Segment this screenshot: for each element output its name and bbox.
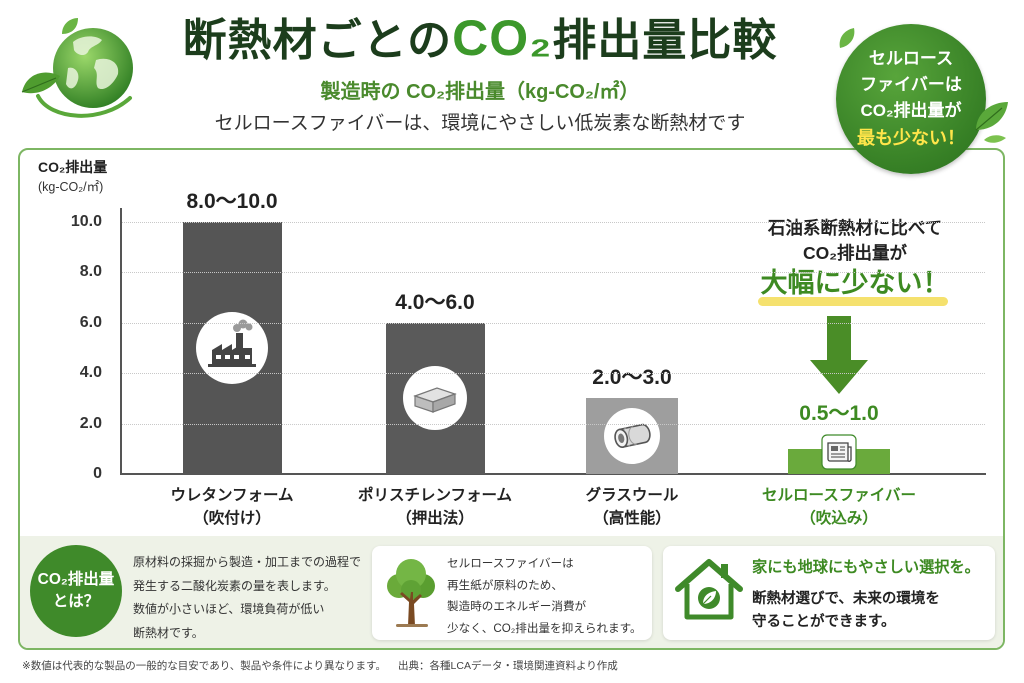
footer-note: ※数値は代表的な製品の一般的な目安であり、製品や条件により異なります。 xyxy=(22,660,387,672)
glass-wool-roll-icon xyxy=(604,408,660,465)
text-line: 製造時のエネルギー消費が xyxy=(447,600,587,613)
annotation-line: 石油系断熱材に比べて xyxy=(767,218,943,238)
category-name: グラスウール xyxy=(585,487,679,504)
factory-icon xyxy=(196,312,268,384)
value-label-urethane-foam: 8.0～10.0 xyxy=(186,190,278,213)
gridline xyxy=(122,272,985,274)
text-line: 再生紙が原料のため、 xyxy=(447,578,563,592)
y-tick-label: 10.0 xyxy=(70,213,102,230)
category-label-cellulose-fiber: セルロースファイバー （吹込み） xyxy=(739,484,939,530)
annotation-emphasis: 大幅に少ない！ xyxy=(760,268,950,298)
y-axis-line xyxy=(120,208,122,475)
text-line: 少なく、CO₂排出量を抑えられます。 xyxy=(447,621,642,635)
category-sublabel: （吹付け） xyxy=(193,510,271,527)
definition-text: 原材料の採掘から製造・加工までの過程で 発生する二酸化炭素の量を表します。 数値… xyxy=(133,551,361,645)
text-line: 発生する二酸化炭素の量を表します。 xyxy=(133,578,336,593)
annotation-highlight-stroke xyxy=(758,297,948,306)
category-name: ポリスチレンフォーム xyxy=(357,487,513,504)
definition-badge: CO₂排出量 とは？ xyxy=(30,545,122,637)
text-line: 守ることができます。 xyxy=(752,614,896,630)
gridline xyxy=(122,322,985,324)
home-heading: 家にも地球にもやさしい選択を。 xyxy=(752,559,980,576)
page-tagline: セルロースファイバーは、環境にやさしい低炭素な断熱材です xyxy=(214,113,746,134)
down-arrow-icon xyxy=(810,316,868,394)
category-sublabel: （吹込み） xyxy=(800,510,878,527)
y-tick-label: 6.0 xyxy=(79,313,102,331)
value-label-polystyrene-foam: 4.0～6.0 xyxy=(395,290,475,314)
gridline xyxy=(122,222,985,223)
badge-line: CO₂排出量が xyxy=(860,101,962,120)
x-axis-line xyxy=(120,473,986,475)
gridline xyxy=(122,373,985,375)
leaf-icon xyxy=(826,18,1016,158)
house-leaf-icon xyxy=(673,556,745,622)
cellulose-badge: セルロース ファイバーは CO₂排出量が 最も少ない！ xyxy=(836,24,986,174)
title-prefix: 断熱材ごとの xyxy=(182,16,453,65)
page-subtitle: 製造時の CO₂排出量（kg-CO₂/㎡） xyxy=(320,81,640,103)
title-suffix: 排出量比較 xyxy=(552,16,778,65)
annotation-line: CO₂排出量が xyxy=(802,243,908,263)
category-sublabel: （押出法） xyxy=(396,510,474,527)
text-line: 断熱材です。 xyxy=(133,625,204,640)
footer: ※数値は代表的な製品の一般的な目安であり、製品や条件により異なります。 出典：各種… xyxy=(22,658,618,674)
y-tick-label: 0 xyxy=(93,465,102,482)
badge-line: ファイバーは xyxy=(860,75,962,94)
footer-source: 出典：各種LCAデータ・環境関連資料より作成 xyxy=(398,660,618,672)
text-line: 原材料の採掘から製造・加工までの過程で xyxy=(133,555,362,569)
value-label-cellulose-fiber: 0.5～1.0 xyxy=(799,402,879,425)
text-line: 数値が小さいほど、環境負荷が低い xyxy=(133,602,325,616)
definition-badge-line: CO₂排出量 xyxy=(37,571,115,588)
y-axis-label: CO₂排出量 xyxy=(38,159,108,175)
category-sublabel: （高性能） xyxy=(593,510,671,527)
y-tick-label: 2.0 xyxy=(79,414,102,432)
definition-badge-line: とは？ xyxy=(52,593,100,610)
page-title: 断熱材ごとのCO₂排出量比較 xyxy=(130,8,830,71)
category-name: セルロースファイバー xyxy=(762,487,916,504)
badge-line: セルロース xyxy=(868,49,954,68)
gridline xyxy=(122,423,985,425)
category-label-glass-wool: グラスウール （高性能） xyxy=(532,484,732,530)
newspaper-icon xyxy=(821,434,857,470)
value-label-glass-wool: 2.0～3.0 xyxy=(592,366,672,390)
badge-highlight: 最も少ない！ xyxy=(857,128,965,148)
tree-icon xyxy=(382,556,440,628)
foam-board-icon xyxy=(403,366,467,431)
y-tick-label: 4.0 xyxy=(79,364,102,382)
title-co2: CO₂ xyxy=(452,10,553,66)
globe-leaves-icon xyxy=(16,12,140,124)
y-axis-unit: (kg-CO₂/㎡) xyxy=(38,180,104,194)
home-text: 断熱材選びで、未来の環境を 守ることができます。 xyxy=(752,588,940,634)
category-name: ウレタンフォーム xyxy=(170,487,294,504)
text-line: セルロースファイバーは xyxy=(447,557,574,570)
material-text: セルロースファイバーは 再生紙が原料のため、 製造時のエネルギー消費が 少なく、… xyxy=(447,553,642,639)
y-tick-label: 8.0 xyxy=(79,263,102,281)
text-line: 断熱材選びで、未来の環境を xyxy=(752,591,940,607)
category-label-urethane-foam: ウレタンフォーム （吹付け） xyxy=(132,484,332,530)
category-label-polystyrene-foam: ポリスチレンフォーム （押出法） xyxy=(335,484,535,530)
